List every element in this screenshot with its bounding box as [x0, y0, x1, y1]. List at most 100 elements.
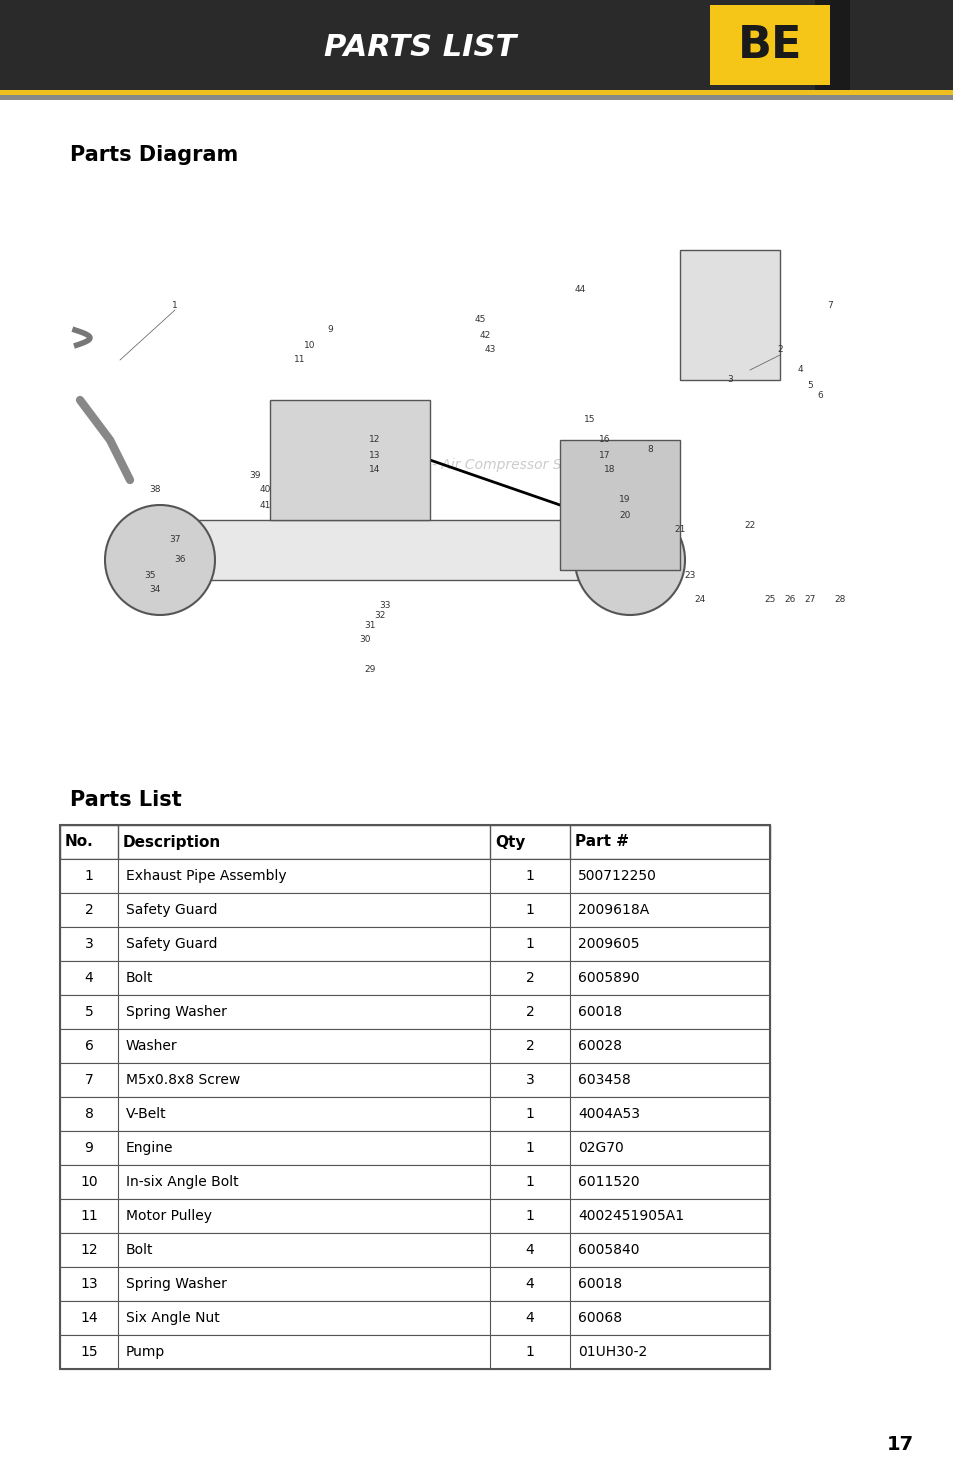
Text: In-six Angle Bolt: In-six Angle Bolt	[126, 1176, 238, 1189]
Text: 11: 11	[80, 1210, 98, 1223]
Text: 17: 17	[598, 450, 610, 460]
Text: 01UH30-2: 01UH30-2	[578, 1345, 646, 1358]
Text: M5x0.8x8 Screw: M5x0.8x8 Screw	[126, 1072, 240, 1087]
Text: 9: 9	[85, 1142, 93, 1155]
Text: 44: 44	[574, 286, 585, 295]
Text: Washer: Washer	[126, 1038, 177, 1053]
Text: 4: 4	[525, 1277, 534, 1291]
Text: 3: 3	[525, 1072, 534, 1087]
Text: 13: 13	[80, 1277, 98, 1291]
Bar	[60, 1267, 769, 1301]
Bar	[559, 440, 679, 569]
Text: Motor Pulley: Motor Pulley	[126, 1210, 212, 1223]
Text: 24: 24	[694, 596, 705, 605]
Text: 2009605: 2009605	[578, 937, 639, 951]
Text: Bolt: Bolt	[126, 1243, 153, 1257]
Text: 16: 16	[598, 435, 610, 444]
Text: Part #: Part #	[575, 835, 628, 850]
Text: 3: 3	[85, 937, 93, 951]
Bar	[679, 249, 780, 381]
Text: 36: 36	[174, 556, 186, 565]
Text: 42: 42	[478, 330, 490, 339]
Text: 19: 19	[618, 496, 630, 504]
Text: 1: 1	[525, 903, 534, 917]
Text: 45: 45	[474, 316, 485, 324]
Text: 6005890: 6005890	[578, 971, 639, 985]
Bar	[60, 926, 769, 962]
Text: 10: 10	[80, 1176, 98, 1189]
Bar	[60, 1030, 769, 1063]
Bar	[60, 892, 769, 926]
Text: 7: 7	[826, 301, 832, 310]
Text: Exhaust Pipe Assembly: Exhaust Pipe Assembly	[126, 869, 286, 884]
Text: 29: 29	[364, 665, 375, 674]
Text: 1: 1	[525, 937, 534, 951]
Text: 10: 10	[304, 341, 315, 350]
Text: 41: 41	[259, 500, 271, 509]
Text: 15: 15	[583, 416, 595, 425]
Text: Spring Washer: Spring Washer	[126, 1004, 227, 1019]
Text: 30: 30	[359, 636, 371, 645]
Text: 4: 4	[85, 971, 93, 985]
Text: V-Belt: V-Belt	[126, 1108, 167, 1121]
Text: 1: 1	[525, 1108, 534, 1121]
Bar	[60, 1233, 769, 1267]
Text: 8: 8	[85, 1108, 93, 1121]
Bar	[150, 521, 649, 580]
Text: Spring Washer: Spring Washer	[126, 1277, 227, 1291]
Text: 60068: 60068	[578, 1311, 621, 1325]
Text: 02G70: 02G70	[578, 1142, 623, 1155]
Text: 26: 26	[783, 596, 795, 605]
Text: 17: 17	[885, 1435, 913, 1454]
Text: 9: 9	[327, 326, 333, 335]
Bar	[0, 90, 953, 94]
Text: Parts Diagram: Parts Diagram	[70, 145, 238, 165]
Text: Parts List: Parts List	[70, 791, 182, 810]
Text: 2009618A: 2009618A	[578, 903, 649, 917]
Text: 60018: 60018	[578, 1277, 621, 1291]
Text: 25: 25	[763, 596, 775, 605]
Text: 43: 43	[484, 345, 496, 354]
Text: 1: 1	[525, 1210, 534, 1223]
Text: Description: Description	[123, 835, 221, 850]
Text: BE: BE	[737, 24, 801, 66]
Text: No.: No.	[65, 835, 93, 850]
Bar	[270, 400, 430, 521]
Bar	[60, 962, 769, 996]
Text: Qty: Qty	[495, 835, 525, 850]
Text: Engine: Engine	[126, 1142, 173, 1155]
Text: 2: 2	[525, 1004, 534, 1019]
Text: 60028: 60028	[578, 1038, 621, 1053]
Text: 11: 11	[294, 355, 305, 364]
Text: 13: 13	[369, 450, 380, 460]
Bar	[60, 1301, 769, 1335]
Text: 3: 3	[726, 376, 732, 385]
Bar	[60, 825, 769, 858]
Text: 38: 38	[149, 485, 161, 494]
Text: 7: 7	[85, 1072, 93, 1087]
Text: 1: 1	[525, 869, 534, 884]
Text: 35: 35	[144, 571, 155, 580]
Text: 33: 33	[379, 600, 391, 609]
Text: 2: 2	[777, 345, 782, 354]
Text: 8: 8	[646, 445, 652, 454]
Text: [Parts Diagram - Air Compressor Schematic]: [Parts Diagram - Air Compressor Schemati…	[323, 459, 630, 472]
Text: 28: 28	[834, 596, 844, 605]
Text: 20: 20	[618, 510, 630, 519]
Text: Pump: Pump	[126, 1345, 165, 1358]
Text: 1: 1	[525, 1142, 534, 1155]
Text: Safety Guard: Safety Guard	[126, 937, 217, 951]
Text: 6: 6	[817, 391, 822, 400]
Text: 23: 23	[683, 571, 695, 580]
Text: 4004A53: 4004A53	[578, 1108, 639, 1121]
Bar	[60, 1131, 769, 1165]
Text: 603458: 603458	[578, 1072, 630, 1087]
Text: 15: 15	[80, 1345, 98, 1358]
Text: 40: 40	[259, 485, 271, 494]
Text: 500712250: 500712250	[578, 869, 657, 884]
Circle shape	[105, 504, 214, 615]
Text: Safety Guard: Safety Guard	[126, 903, 217, 917]
Bar	[0, 0, 953, 90]
Text: 4: 4	[525, 1243, 534, 1257]
Text: 34: 34	[150, 586, 160, 594]
